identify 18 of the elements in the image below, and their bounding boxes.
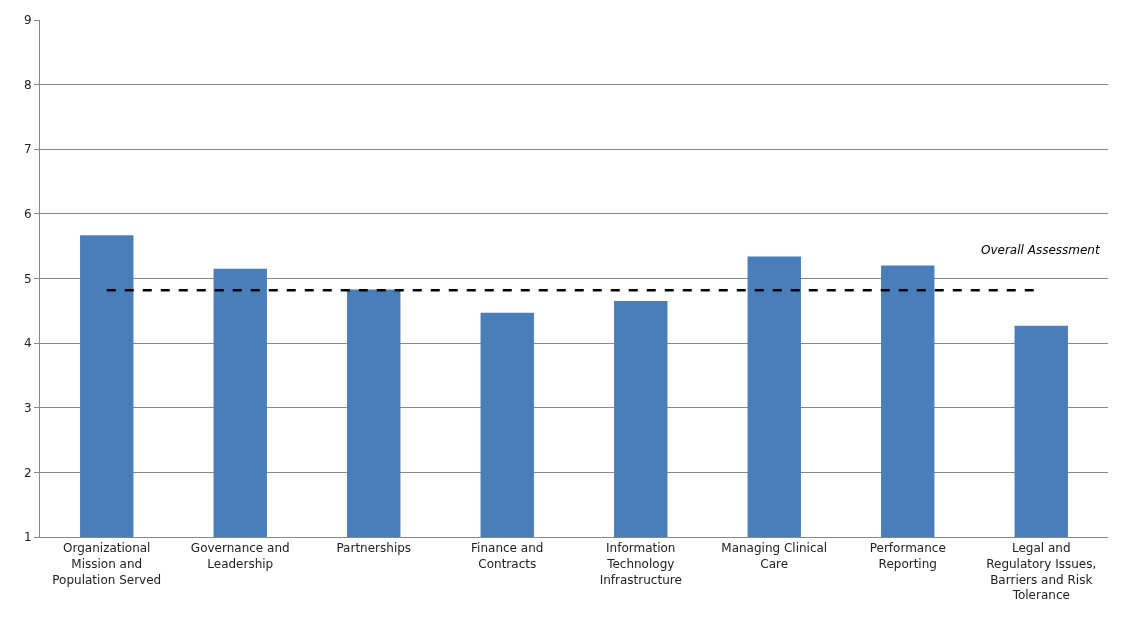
y-tick-label: 1 bbox=[23, 530, 32, 545]
y-tick-label: 8 bbox=[23, 77, 32, 92]
x-tick-label: Organizational Mission and Population Served bbox=[52, 541, 162, 587]
x-tick-label: Information Technology Infrastructure bbox=[599, 541, 682, 587]
ref-line-label: Overall Assessment bbox=[981, 243, 1101, 257]
y-tick-label: 5 bbox=[23, 271, 32, 286]
x-tick-label: Finance and Contracts bbox=[471, 541, 544, 571]
y-tick-label: 4 bbox=[23, 336, 32, 351]
x-tick-label: Performance Reporting bbox=[869, 541, 946, 571]
x-tick-label: Partnerships bbox=[336, 541, 412, 556]
y-tick-label: 3 bbox=[23, 400, 32, 415]
x-tick-label: Legal and Regulatory Issues, Barriers and Risk Tolerance bbox=[986, 541, 1097, 603]
y-tick-label: 7 bbox=[23, 142, 32, 157]
x-tick-label: Managing Clinical Care bbox=[721, 541, 828, 571]
y-tick-label: 2 bbox=[23, 465, 32, 480]
y-tick-label: 9 bbox=[23, 13, 32, 28]
y-tick-label: 6 bbox=[23, 207, 32, 222]
x-tick-label: Governance and Leadership bbox=[190, 541, 290, 571]
